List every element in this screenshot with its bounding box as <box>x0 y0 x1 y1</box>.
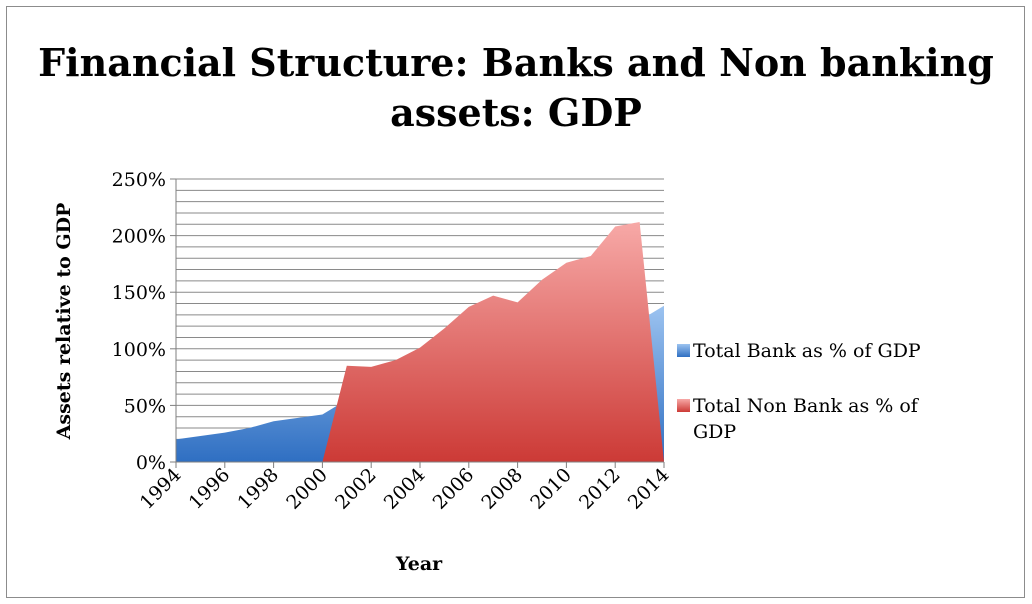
x-tick-label: 1996 <box>185 464 235 514</box>
x-tick-label: 1998 <box>233 464 283 514</box>
legend-label-nonbank: Total Non Bank as % of GDP <box>693 395 920 443</box>
y-tick-label: 250% <box>112 169 166 191</box>
x-tick-label: 2012 <box>575 464 625 514</box>
y-tick-label: 200% <box>112 226 166 248</box>
x-tick-label: 2010 <box>526 464 576 514</box>
legend-swatch-nonbank <box>677 399 690 412</box>
y-axis-title: Assets relative to GDP <box>53 203 75 441</box>
x-tick-label: 2008 <box>477 464 527 514</box>
legend: Total Bank as % of GDP Total Non Bank as … <box>677 340 921 443</box>
y-tick-label: 100% <box>112 339 166 361</box>
x-tick-label: 2002 <box>331 464 381 514</box>
y-tick-label: 50% <box>124 395 166 417</box>
x-tick-label: 2014 <box>624 464 674 514</box>
y-tick-label: 150% <box>112 282 166 304</box>
x-tick-label: 2000 <box>282 464 332 514</box>
legend-label-bank: Total Bank as % of GDP <box>693 340 921 362</box>
y-tick-label: 0% <box>136 452 166 474</box>
x-axis-title: Year <box>395 553 443 575</box>
x-tick-label: 2004 <box>380 464 430 514</box>
legend-swatch-bank <box>677 344 690 357</box>
x-tick-label: 2006 <box>429 464 479 514</box>
